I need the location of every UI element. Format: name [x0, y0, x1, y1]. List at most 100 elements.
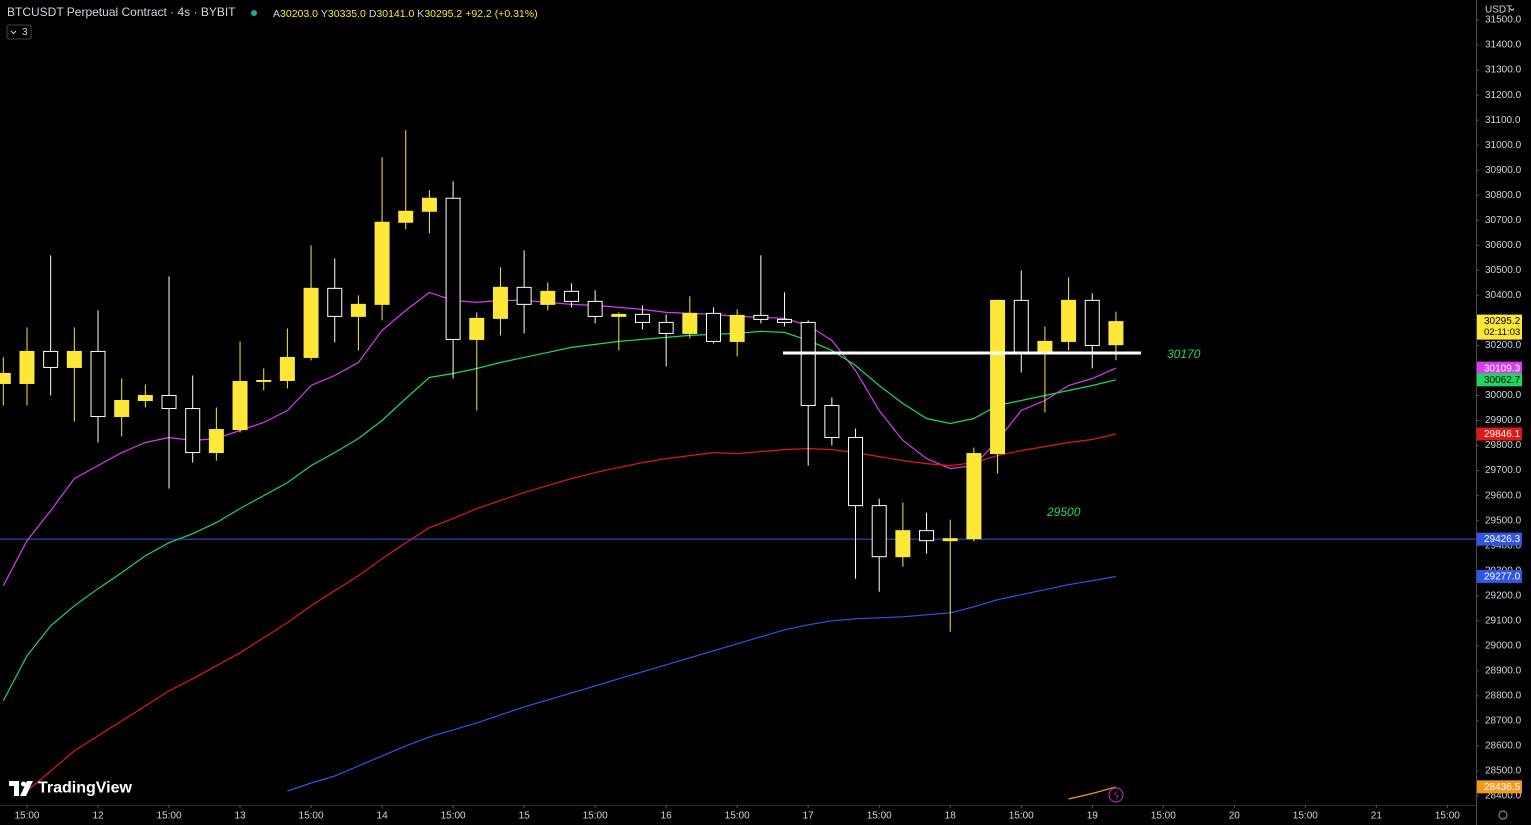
price-badge-label: 29277.0 — [1484, 572, 1521, 583]
y-tick-label: 30000.0 — [1485, 390, 1522, 401]
x-tick-label: 15:00 — [725, 811, 750, 822]
x-tick-label: 15:00 — [157, 811, 182, 822]
ohlc-value: 30335.0 — [328, 8, 366, 20]
last-price-label: 30295.2 — [1484, 316, 1521, 327]
candle-body — [895, 530, 911, 558]
candle-body — [208, 429, 224, 454]
candle-body — [398, 210, 414, 223]
y-tick-label: 28800.0 — [1485, 691, 1522, 702]
y-tick-label: 31400.0 — [1485, 40, 1522, 51]
y-tick-label: 28600.0 — [1485, 741, 1522, 752]
candle-body — [848, 437, 864, 507]
y-tick-label: 28900.0 — [1485, 665, 1522, 676]
settings-icon[interactable] — [1498, 810, 1508, 820]
alert-icon[interactable] — [1108, 787, 1124, 803]
ohlc-value: 30295.2 — [424, 8, 462, 20]
y-tick-label: 31000.0 — [1485, 140, 1522, 151]
candle-body — [990, 299, 1006, 455]
candle-body — [777, 318, 793, 323]
indicators-count: 3 — [22, 27, 28, 38]
ohlc-value: 30203.0 — [280, 8, 318, 20]
y-tick-label: 28700.0 — [1485, 716, 1522, 727]
y-tick-label: 29800.0 — [1485, 440, 1522, 451]
x-tick-label: 15:00 — [1151, 811, 1176, 822]
candle-body — [43, 350, 59, 368]
x-tick-label: 17 — [803, 811, 815, 822]
candle-body — [303, 287, 319, 358]
y-tick-label: 29100.0 — [1485, 615, 1522, 626]
indicators-toggle[interactable] — [6, 24, 32, 40]
candle-body — [0, 372, 11, 384]
candle-body — [232, 380, 248, 431]
x-tick-label: 16 — [661, 811, 673, 822]
candle-body — [469, 317, 485, 340]
candle-body — [374, 221, 390, 305]
x-tick-label: 15:00 — [1009, 811, 1034, 822]
candle-body — [966, 453, 982, 540]
y-tick-label: 29400.0 — [1485, 540, 1522, 551]
y-tick-label: 30200.0 — [1485, 340, 1522, 351]
symbol-title[interactable]: BTCUSDT Perpetual Contract · 4s · BYBIT — [7, 5, 236, 19]
candle-body — [634, 313, 650, 323]
price-badge — [1477, 427, 1522, 441]
logo-shape — [9, 781, 19, 796]
ma-line — [287, 575, 1117, 792]
currency-selector[interactable]: USDT — [1485, 5, 1512, 16]
y-tick-label: 28500.0 — [1485, 766, 1522, 777]
chevron-icon — [1509, 8, 1515, 12]
logo-shape — [20, 781, 33, 796]
candle-body — [587, 300, 603, 317]
y-tick-label: 31200.0 — [1485, 90, 1522, 101]
axes: 28400.0 28500.0 28600.0 28700.0 28800.0 28900… — [14, 15, 1522, 822]
ohlc-change: +92.2 (+0.31%) — [465, 8, 537, 20]
y-tick-label: 29600.0 — [1485, 490, 1522, 501]
candle-body — [161, 394, 177, 410]
price-badge-label: 29426.3 — [1484, 534, 1521, 545]
x-tick-label: 15:00 — [14, 811, 39, 822]
segment-label: 30170 — [1167, 347, 1201, 361]
y-tick-label: 30800.0 — [1485, 190, 1522, 201]
candle-body — [19, 350, 35, 384]
y-tick-label: 31300.0 — [1485, 65, 1522, 76]
candle-body — [327, 287, 343, 317]
candle-body — [919, 530, 935, 542]
y-tick-label: 30500.0 — [1485, 265, 1522, 276]
candle-body — [611, 313, 627, 317]
ohlc-key: Y — [321, 8, 328, 20]
market-status-dot — [251, 10, 257, 16]
candle-body — [753, 314, 769, 320]
ohlc-key: A — [273, 8, 280, 20]
candle-body — [1061, 299, 1077, 342]
candle-body — [90, 350, 106, 418]
x-tick-label: 15:00 — [1293, 811, 1318, 822]
y-tick-label: 31100.0 — [1485, 115, 1521, 126]
brand-name: TradingView — [38, 780, 133, 797]
price-badge-label: 28436.5 — [1484, 782, 1521, 793]
y-tick-label: 30400.0 — [1485, 290, 1522, 301]
price-badge — [1477, 780, 1522, 794]
candle-body — [682, 312, 698, 334]
ohlc-key: K — [417, 8, 424, 20]
candle-body — [800, 321, 816, 407]
candle-body — [516, 286, 532, 305]
ma-line — [1068, 786, 1117, 800]
x-tick-label: 15 — [519, 811, 531, 822]
price-badge — [1477, 361, 1522, 375]
x-tick-label: 15:00 — [299, 811, 324, 822]
ma-line — [26, 433, 1117, 792]
x-tick-label: 15:00 — [867, 811, 892, 822]
x-tick-label: 20 — [1229, 811, 1241, 822]
y-tick-label: 30600.0 — [1485, 240, 1522, 251]
candle-body — [658, 321, 674, 334]
candle-body — [421, 197, 437, 212]
y-tick-label: 29500.0 — [1485, 515, 1522, 526]
plot-area: 30170 29500 — [0, 130, 1476, 800]
candle-body — [66, 350, 82, 368]
price-badge — [1477, 373, 1522, 387]
candle-body — [1037, 340, 1053, 353]
candle-body — [492, 286, 508, 319]
ma-line — [2, 330, 1117, 702]
brand-logo[interactable]: TradingView — [9, 780, 133, 797]
